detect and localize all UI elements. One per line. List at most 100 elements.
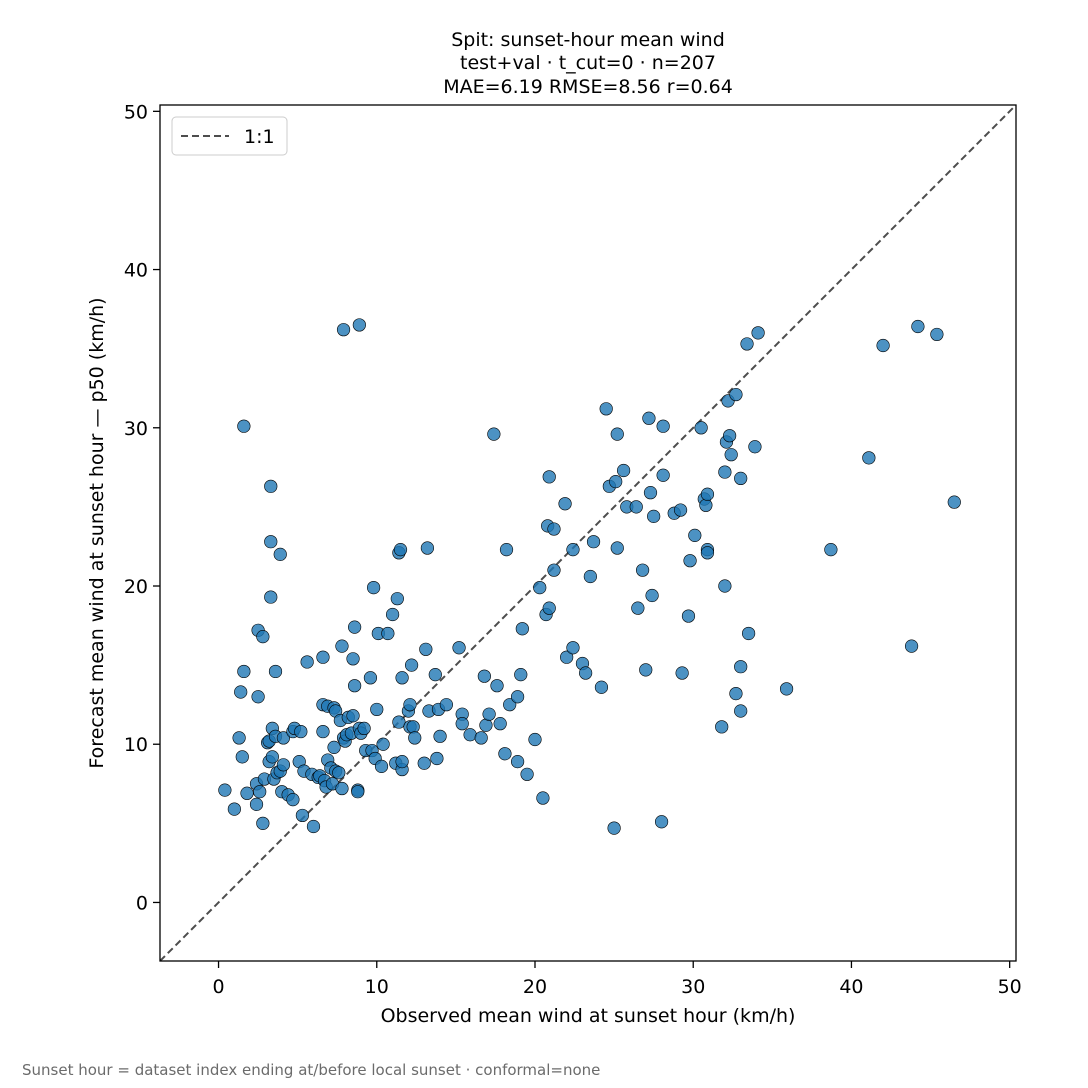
scatter-point (547, 563, 561, 577)
scatter-point (498, 747, 512, 761)
scatter-point (351, 785, 365, 799)
scatter-point (367, 580, 381, 595)
scatter-point (294, 724, 308, 739)
scatter-point (536, 791, 550, 805)
plot-clip-group (160, 105, 1016, 961)
scatter-point (256, 630, 270, 644)
scatter-point (477, 669, 491, 683)
scatter-point (417, 756, 431, 770)
scatter-point (911, 319, 925, 334)
scatter-point (493, 717, 507, 731)
scatter-point (499, 543, 514, 557)
y-axis: 0 10 20 30 40 50 (124, 101, 160, 914)
scatter-point (316, 724, 330, 739)
scatter-point (363, 671, 378, 685)
y-tick-label: 30 (124, 418, 148, 440)
scatter-point (265, 750, 279, 764)
scatter-point (718, 465, 732, 479)
scatter-point (528, 732, 542, 747)
scatter-point (357, 721, 371, 736)
scatter-point (610, 541, 624, 555)
scatter-point (395, 755, 409, 769)
scatter-point (681, 609, 696, 623)
scatter-point (268, 664, 283, 679)
scatter-point (430, 751, 444, 766)
scatter-point (741, 626, 756, 641)
scatter-point (700, 487, 715, 501)
scatter-point (234, 685, 248, 699)
scatter-point (463, 728, 477, 742)
scatter-point (404, 658, 419, 672)
legend-box (171, 116, 288, 156)
scatter-point (647, 509, 661, 523)
scatter-point (370, 702, 384, 717)
x-tick-label: 20 (523, 976, 547, 998)
x-axis-label: Observed mean wind at sunset hour (km/h) (381, 1005, 796, 1027)
scatter-point (264, 479, 278, 493)
scatter-point (273, 547, 287, 561)
x-tick-label: 50 (998, 976, 1022, 998)
scatter-point (862, 451, 876, 465)
scatter-point (335, 781, 349, 796)
scatter-point (420, 541, 435, 555)
scatter-point (930, 327, 944, 342)
scatter-point (688, 528, 702, 542)
scatter-point (642, 411, 656, 425)
scatter-point (428, 668, 442, 682)
scatter-point (610, 427, 624, 441)
scatter-point (579, 666, 593, 680)
scatter-point (673, 503, 688, 517)
scatter-point (654, 815, 669, 829)
scatter-point (390, 592, 404, 606)
legend-label-1to1: 1:1 (244, 126, 275, 148)
scatter-point (558, 497, 572, 511)
scatter-point (237, 419, 251, 433)
scatter-point (232, 731, 246, 745)
y-tick-label: 40 (124, 260, 148, 282)
scatter-point (503, 698, 517, 712)
scatter-point (227, 802, 241, 816)
scatter-point (256, 816, 270, 830)
scatter-point (599, 402, 613, 416)
scatter-point (724, 448, 738, 462)
scatter-point (718, 579, 732, 593)
scatter-point (327, 740, 341, 754)
scatter-point (264, 590, 278, 604)
scatter-point (348, 679, 362, 693)
scatter-point (748, 440, 762, 454)
scatter-point (542, 470, 556, 484)
scatter-point (335, 639, 349, 653)
scatter-point (253, 785, 267, 799)
scatter-point (235, 750, 249, 764)
scatter-point (715, 720, 729, 734)
scatter-point (542, 601, 556, 615)
scatter-point (249, 797, 264, 811)
scatter-point (675, 666, 689, 680)
scatter-point (336, 323, 351, 337)
scatter-point (566, 641, 580, 655)
scatter-point (645, 588, 659, 603)
scatter-point (346, 709, 360, 723)
scatter-point (729, 387, 743, 402)
scatter-point (490, 679, 504, 693)
scatter-point (609, 474, 623, 489)
scatter-point (607, 821, 621, 835)
scatter-point (286, 793, 300, 807)
plot-frame (159, 104, 1017, 962)
scatter-point (617, 463, 631, 478)
y-tick-label: 50 (124, 101, 148, 123)
scatter-point (240, 786, 254, 800)
scatter-point (635, 563, 650, 577)
scatter-point (392, 715, 406, 729)
chart-title-line-2: test+val · t_cut=0 · n=207 (460, 52, 716, 74)
scatter-point (566, 543, 580, 557)
scatter-point (276, 731, 291, 745)
y-tick-label: 0 (136, 892, 148, 914)
scatter-point (487, 427, 501, 441)
scatter-point (947, 495, 961, 509)
scatter-point (316, 650, 330, 664)
scatter-point (352, 318, 366, 332)
chart-title-line-3: MAE=6.19 RMSE=8.56 r=0.64 (443, 76, 733, 98)
scatter-point (700, 546, 715, 560)
